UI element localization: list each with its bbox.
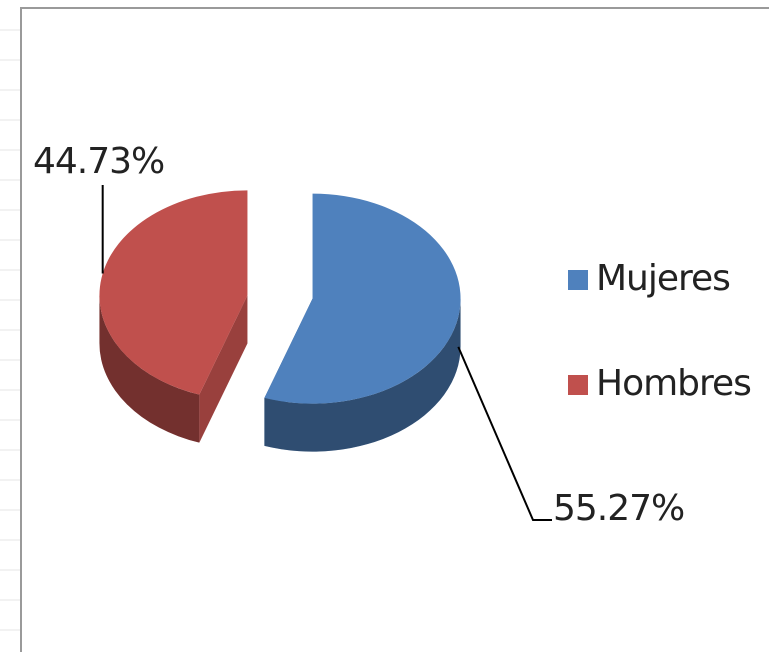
slice-cut-face-shade [199,295,248,443]
legend-swatch [568,375,588,395]
slice-side [99,295,200,443]
slice [99,190,248,395]
leader-line [457,346,552,521]
slice [264,193,461,404]
data-label: 44.73% [33,141,164,182]
legend-label: Mujeres [596,258,730,299]
data-label: 55.27% [553,488,684,529]
legend-label: Hombres [596,363,751,404]
slice-side [264,298,461,452]
slice-cut-face [199,295,248,443]
slice-side-shade [264,298,461,452]
background-grid [0,29,20,631]
legend-swatch [568,270,588,290]
slice-side-shade [99,295,200,443]
